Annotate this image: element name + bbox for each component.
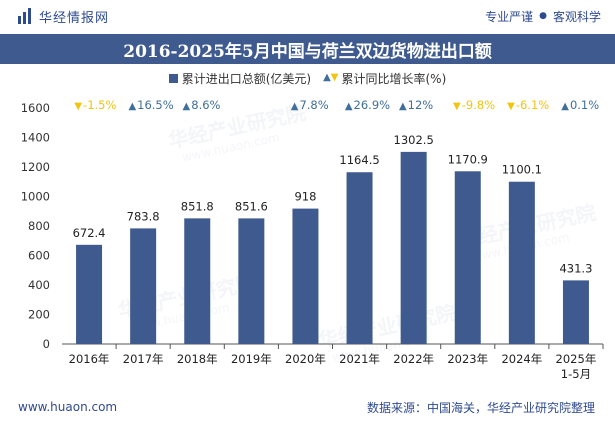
category-label: 2019年 <box>231 352 272 366</box>
growth-up-icon: ▲ <box>399 101 407 112</box>
growth-label: 12% <box>408 98 434 112</box>
category-label: 2016年 <box>69 352 110 366</box>
category-label: 2021年 <box>339 352 380 366</box>
value-label: 783.8 <box>127 209 160 223</box>
value-label: 918 <box>294 190 316 204</box>
growth-up-icon: ▲ <box>183 101 191 112</box>
value-label: 1302.5 <box>394 133 434 147</box>
bar-chart-logo-icon <box>18 8 31 24</box>
footer: www.huaon.com 数据来源：中国海关，华经产业研究院整理 <box>0 394 615 420</box>
y-tick-label: 400 <box>28 278 50 292</box>
brand-name: 华经情报网 <box>39 10 110 26</box>
bar <box>454 171 481 344</box>
growth-label: 0.1% <box>570 98 599 112</box>
bar <box>238 218 265 344</box>
growth-label: -6.1% <box>516 98 549 112</box>
growth-up-icon: ▲ <box>128 101 136 112</box>
value-label: 672.4 <box>73 226 106 240</box>
legend-item-total[interactable]: 累计进出口总额(亿美元) <box>168 70 312 87</box>
growth-label: -9.8% <box>462 98 495 112</box>
footer-source: 数据来源：中国海关，华经产业研究院整理 <box>366 400 595 415</box>
value-label: 851.8 <box>181 199 214 213</box>
growth-down-icon: ▼ <box>507 101 515 112</box>
slogan: 专业严谨 ● 客观科学 <box>485 8 601 25</box>
slogan-dot: ● <box>539 11 547 21</box>
value-label: 851.6 <box>235 199 268 213</box>
category-label: 2022年 <box>393 352 434 366</box>
y-tick-label: 1000 <box>21 190 50 204</box>
labels: 672.4 2016年 783.8 2017年 851.8 2018年 851.6 2019年… <box>69 133 597 381</box>
growth-down-icon: ▼ <box>74 101 82 112</box>
category-label: 1-5月 <box>561 367 591 381</box>
bar <box>76 244 103 344</box>
category-label: 2017年 <box>123 352 164 366</box>
category-label: 2020年 <box>285 352 326 366</box>
bar <box>292 208 319 344</box>
chart-legend: 累计进出口总额(亿美元) ▲ ▼ 累计同比增长率(%) <box>0 68 615 88</box>
y-tick-label: 0 <box>43 337 50 351</box>
slogan-left: 专业严谨 <box>485 9 534 24</box>
top-bar: 华经情报网 专业严谨 ● 客观科学 <box>0 0 615 32</box>
legend-item-growth[interactable]: ▲ ▼ 累计同比增长率(%) <box>323 70 446 87</box>
legend-swatch <box>168 73 178 83</box>
growth-label: 26.9% <box>354 98 391 112</box>
chart-title: 2016-2025年5月中国与荷兰双边货物进出口额 <box>123 41 492 62</box>
category-label: 2025年 <box>556 352 597 366</box>
y-tick-label: 200 <box>28 308 50 322</box>
growth-up-icon: ▲ <box>291 101 299 112</box>
slogan-right: 客观科学 <box>552 9 601 24</box>
legend-label-total: 累计进出口总额(亿美元) <box>181 71 312 86</box>
category-label: 2024年 <box>501 352 542 366</box>
growth-up-icon: ▲ <box>561 101 569 112</box>
bar <box>184 218 211 344</box>
y-tick-label: 1600 <box>21 101 50 115</box>
growth-label: 8.6% <box>191 98 220 112</box>
bars <box>76 151 589 344</box>
category-label: 2018年 <box>177 352 218 366</box>
y-tick-label: 1400 <box>21 131 50 145</box>
footer-website[interactable]: www.huaon.com <box>18 400 118 414</box>
category-label: 2023年 <box>447 352 488 366</box>
growth-label: 16.5% <box>137 98 174 112</box>
value-label: 1164.5 <box>339 153 379 167</box>
y-tick-label: 1200 <box>21 160 50 174</box>
growth-label: 7.8% <box>299 98 328 112</box>
brand[interactable]: 华经情报网 <box>18 7 109 26</box>
value-label: 1170.9 <box>448 152 488 166</box>
bar <box>400 151 427 344</box>
bar <box>130 228 157 344</box>
y-tick-label: 600 <box>28 249 50 263</box>
y-tick-label: 800 <box>28 219 50 233</box>
growth-down-icon: ▼ <box>453 101 461 112</box>
bar <box>508 181 535 344</box>
legend-label-growth: 累计同比增长率(%) <box>341 71 447 86</box>
bar <box>346 172 373 344</box>
bar-chart: 华经产业研究院www.huaon.com华经产业研究院www.huaon.com… <box>21 98 604 381</box>
growth-label: -1.5% <box>83 98 116 112</box>
value-label: 431.3 <box>559 261 592 275</box>
growth-row: ▼ -1.5% ▲ 16.5% ▲ 8.6% ▲ 7.8% ▲ 26.9% ▲ 12% ▼ -9.8% ▼ -… <box>74 98 599 112</box>
legend-triangle-icon: ▲ ▼ <box>323 72 339 83</box>
bar <box>562 280 589 344</box>
growth-up-icon: ▲ <box>345 101 353 112</box>
title-bar: 2016-2025年5月中国与荷兰双边货物进出口额 <box>0 34 615 64</box>
value-label: 1100.1 <box>502 163 542 177</box>
